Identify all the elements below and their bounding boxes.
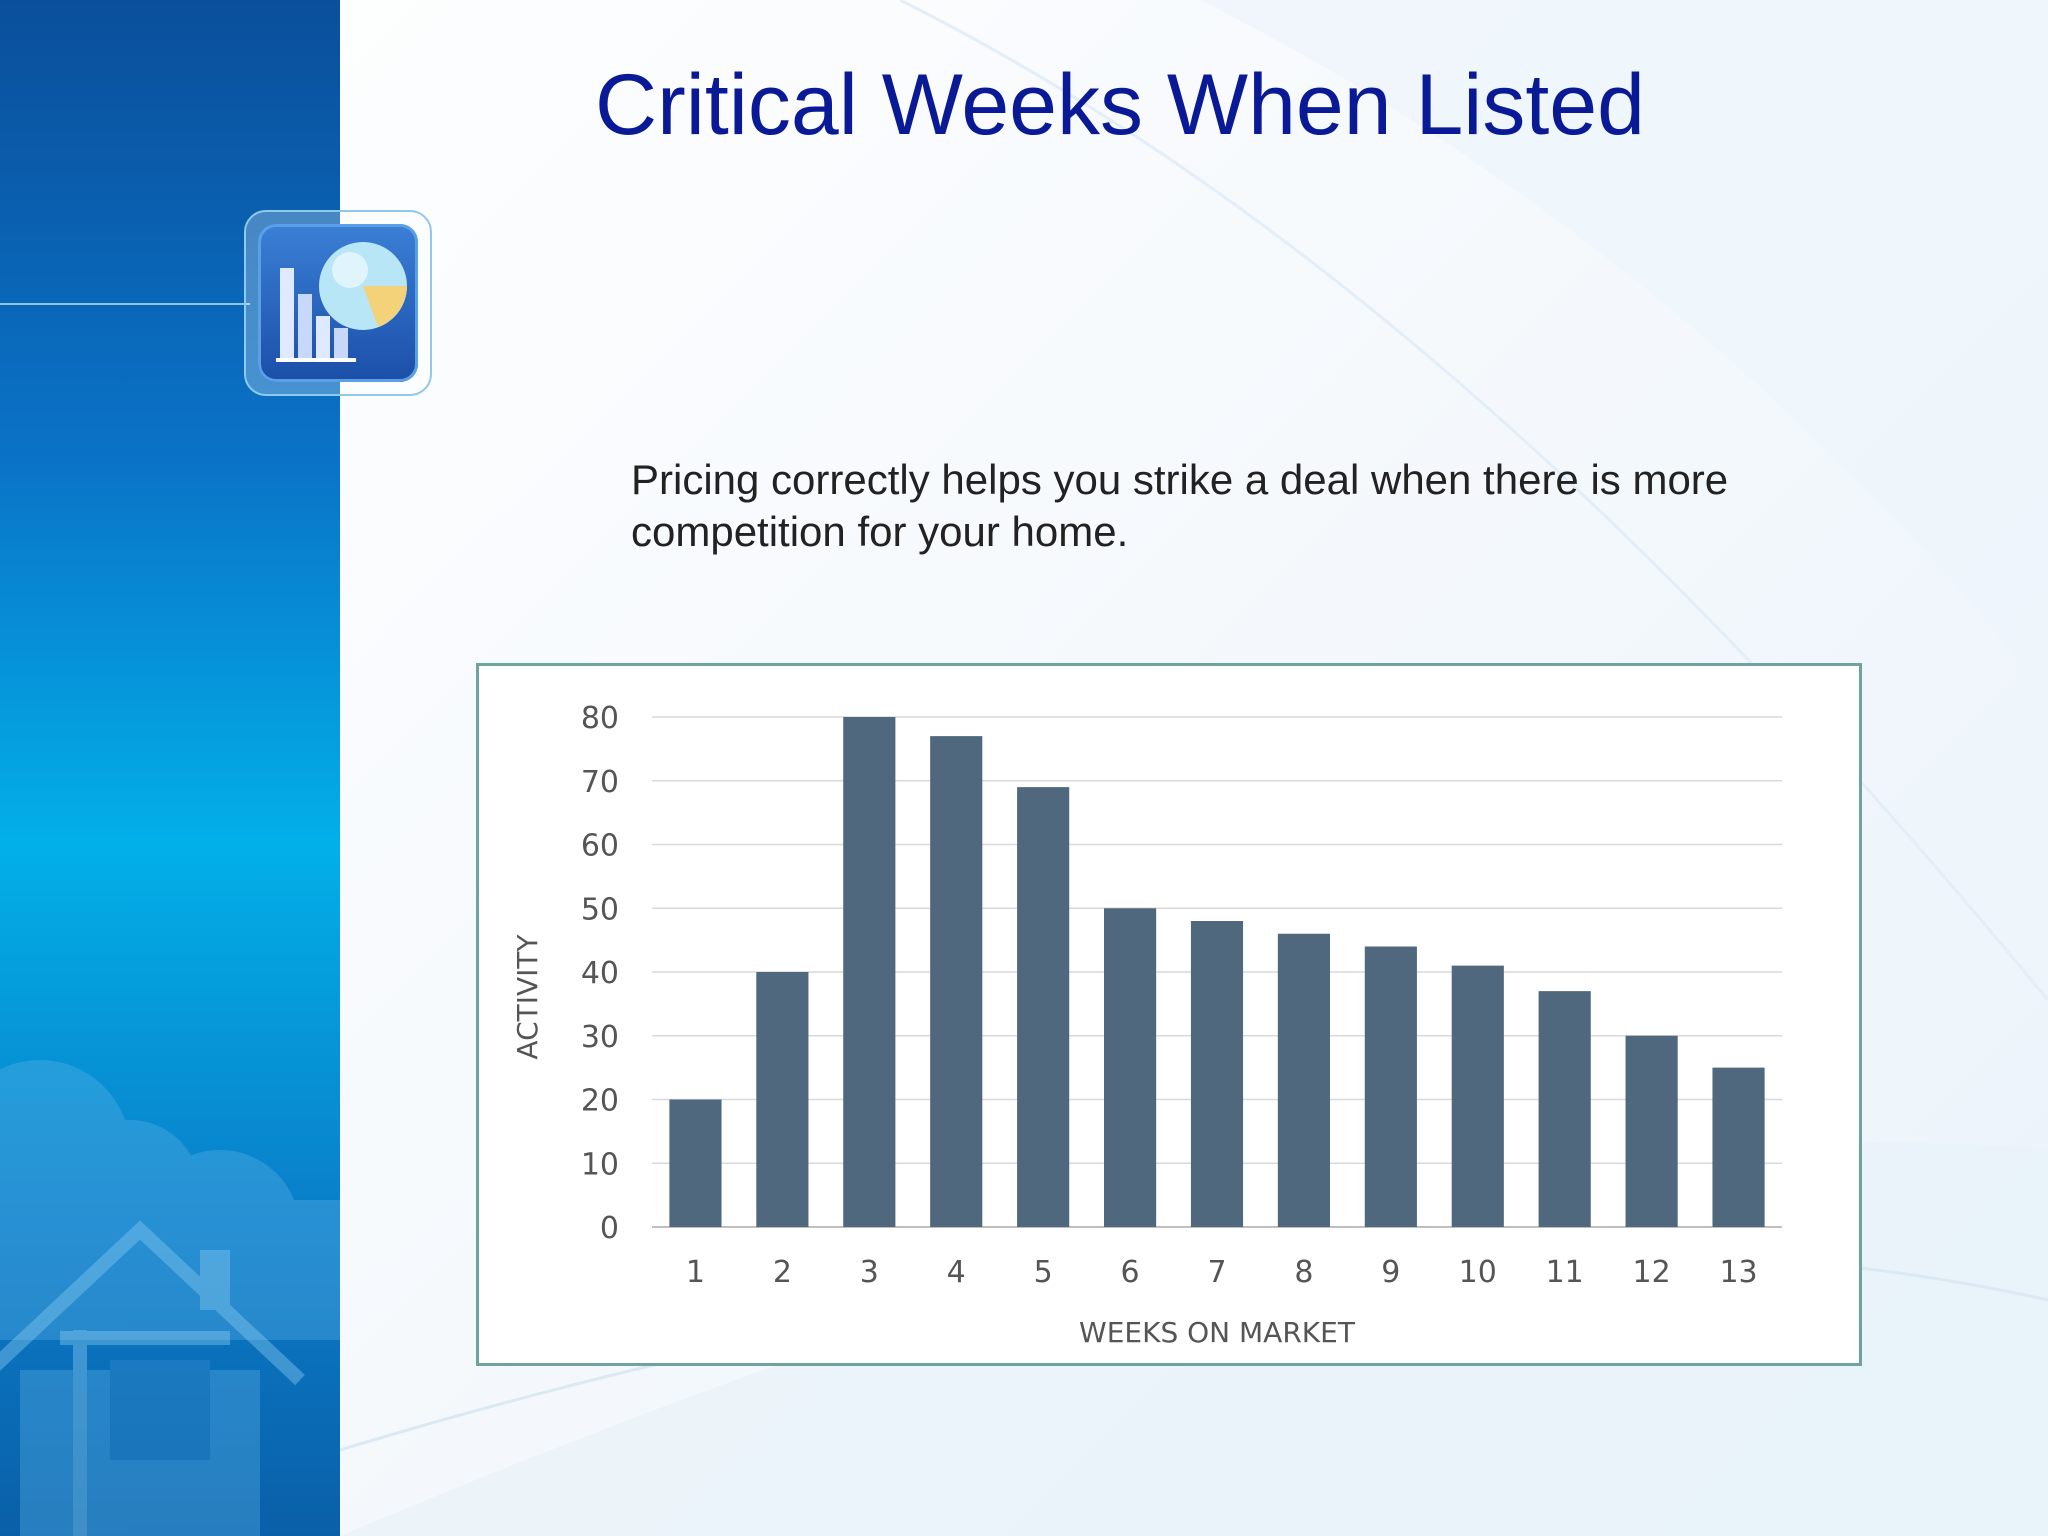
chart-app-icon bbox=[244, 210, 432, 396]
slide-title: Critical Weeks When Listed bbox=[595, 57, 1645, 153]
y-tick-label: 20 bbox=[581, 1084, 619, 1119]
x-tick-label: 5 bbox=[1034, 1255, 1053, 1290]
icon-connector-line bbox=[0, 303, 250, 305]
x-tick-label: 12 bbox=[1633, 1255, 1671, 1290]
left-side-panel bbox=[0, 0, 340, 1536]
x-tick-label: 4 bbox=[947, 1255, 966, 1290]
x-tick-label: 9 bbox=[1381, 1255, 1400, 1290]
x-axis-label: WEEKS ON MARKET bbox=[1079, 1316, 1356, 1349]
y-tick-label: 30 bbox=[581, 1020, 619, 1055]
bar bbox=[1712, 1067, 1765, 1227]
bar bbox=[756, 972, 809, 1227]
bar bbox=[669, 1099, 722, 1227]
bar bbox=[1538, 991, 1591, 1227]
x-tick-label: 8 bbox=[1294, 1255, 1313, 1290]
y-tick-label: 50 bbox=[581, 892, 619, 927]
house-icon bbox=[0, 1220, 305, 1536]
x-tick-label: 1 bbox=[686, 1255, 705, 1290]
bar bbox=[1364, 946, 1417, 1227]
x-tick-label: 11 bbox=[1546, 1255, 1584, 1290]
x-tick-label: 10 bbox=[1459, 1255, 1497, 1290]
y-tick-label: 10 bbox=[581, 1147, 619, 1182]
bar bbox=[1625, 1035, 1678, 1227]
chart-frame: 0 10 20 30 40 50 60 70 80 1 2 3 4 5 6 7 8 9 10 11 12 13 WEEKS … bbox=[476, 663, 1862, 1366]
x-tick-label: 2 bbox=[773, 1255, 792, 1290]
x-tick-label: 3 bbox=[860, 1255, 879, 1290]
y-tick-label: 40 bbox=[581, 956, 619, 991]
bar bbox=[930, 736, 983, 1227]
bar bbox=[1277, 933, 1330, 1227]
y-tick-label: 70 bbox=[581, 765, 619, 800]
slide-subtitle: Pricing correctly helps you strike a dea… bbox=[631, 456, 1729, 555]
bar bbox=[1104, 908, 1157, 1227]
x-tick-label: 13 bbox=[1719, 1255, 1757, 1290]
y-axis-label: ACTIVITY bbox=[511, 934, 544, 1060]
cloud-icon bbox=[0, 1060, 340, 1340]
bar bbox=[1017, 787, 1070, 1227]
x-tick-label: 7 bbox=[1207, 1255, 1226, 1290]
bar bbox=[1190, 921, 1244, 1227]
bar bbox=[843, 717, 896, 1227]
y-tick-label: 0 bbox=[600, 1211, 619, 1246]
y-tick-label: 60 bbox=[581, 829, 619, 864]
bar bbox=[1451, 965, 1504, 1227]
y-tick-label: 80 bbox=[581, 701, 619, 736]
x-tick-label: 6 bbox=[1121, 1255, 1140, 1290]
